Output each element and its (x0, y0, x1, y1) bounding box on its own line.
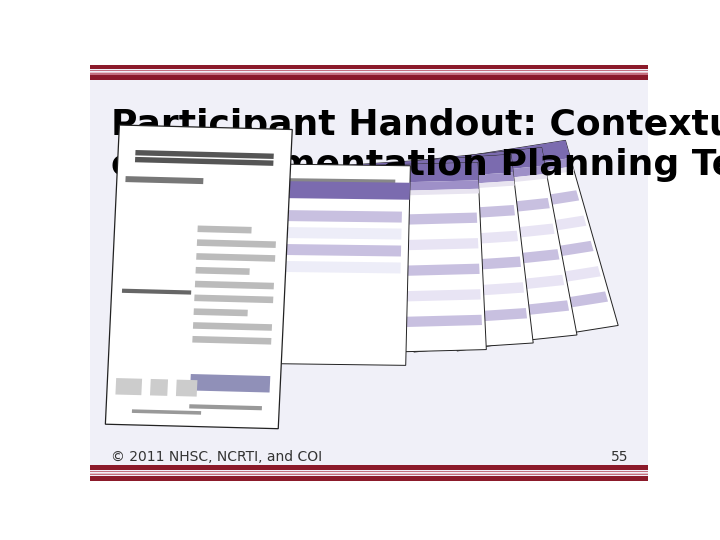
Text: 55: 55 (611, 450, 629, 464)
Polygon shape (422, 190, 579, 225)
Polygon shape (324, 213, 477, 227)
Text: © 2011 NHSC, NCRTI, and COI: © 2011 NHSC, NCRTI, and COI (111, 450, 323, 464)
Polygon shape (197, 239, 276, 248)
Polygon shape (190, 374, 270, 393)
Polygon shape (132, 409, 201, 415)
Polygon shape (194, 308, 248, 316)
Bar (90, 465, 648, 470)
Text: Participant Handout: Contextual Factors: Participant Handout: Contextual Factors (111, 109, 720, 143)
Polygon shape (401, 249, 559, 276)
Polygon shape (195, 281, 274, 289)
Polygon shape (382, 165, 546, 191)
Bar (90, 476, 648, 481)
Polygon shape (233, 210, 402, 222)
Bar (90, 72, 648, 73)
Polygon shape (384, 174, 547, 195)
Polygon shape (194, 294, 274, 303)
Polygon shape (135, 157, 274, 166)
Polygon shape (436, 241, 593, 275)
Polygon shape (176, 380, 197, 396)
Polygon shape (371, 308, 527, 328)
Polygon shape (405, 140, 618, 351)
Polygon shape (320, 180, 479, 193)
Polygon shape (368, 282, 524, 303)
Polygon shape (135, 150, 274, 159)
Polygon shape (451, 292, 608, 326)
Polygon shape (193, 322, 272, 331)
Polygon shape (231, 260, 401, 273)
Polygon shape (410, 158, 573, 192)
Polygon shape (405, 140, 570, 184)
Polygon shape (359, 205, 515, 225)
Bar (90, 70, 648, 71)
Polygon shape (412, 166, 574, 197)
Bar (90, 471, 648, 472)
Polygon shape (319, 163, 486, 354)
Polygon shape (352, 172, 514, 191)
Polygon shape (150, 379, 168, 396)
Polygon shape (329, 315, 482, 329)
Polygon shape (406, 275, 564, 301)
Polygon shape (350, 154, 534, 354)
Polygon shape (122, 289, 192, 295)
Polygon shape (192, 336, 271, 345)
Polygon shape (392, 198, 550, 225)
Bar (90, 472, 648, 474)
Polygon shape (410, 300, 569, 327)
Polygon shape (115, 378, 142, 395)
Polygon shape (365, 256, 521, 277)
Polygon shape (197, 226, 252, 233)
Polygon shape (222, 164, 410, 366)
Polygon shape (320, 189, 479, 198)
Polygon shape (225, 180, 410, 200)
Bar (90, 65, 648, 69)
Polygon shape (328, 289, 481, 303)
Polygon shape (196, 267, 250, 275)
Polygon shape (379, 147, 545, 183)
Text: of Implementation Planning Template: of Implementation Planning Template (111, 148, 720, 182)
Polygon shape (327, 264, 480, 278)
Polygon shape (189, 404, 262, 410)
Polygon shape (350, 154, 513, 183)
Polygon shape (379, 147, 577, 352)
Polygon shape (105, 125, 292, 429)
Polygon shape (362, 231, 518, 251)
Bar (90, 76, 648, 80)
Polygon shape (232, 226, 402, 240)
Polygon shape (240, 178, 395, 186)
Polygon shape (232, 244, 401, 256)
Polygon shape (319, 163, 478, 185)
Bar (90, 474, 648, 476)
Polygon shape (429, 215, 586, 250)
Polygon shape (125, 176, 204, 184)
Polygon shape (396, 224, 554, 250)
Polygon shape (444, 266, 600, 301)
Polygon shape (196, 253, 275, 262)
Polygon shape (325, 238, 478, 252)
Bar (90, 73, 648, 75)
Polygon shape (353, 181, 515, 196)
